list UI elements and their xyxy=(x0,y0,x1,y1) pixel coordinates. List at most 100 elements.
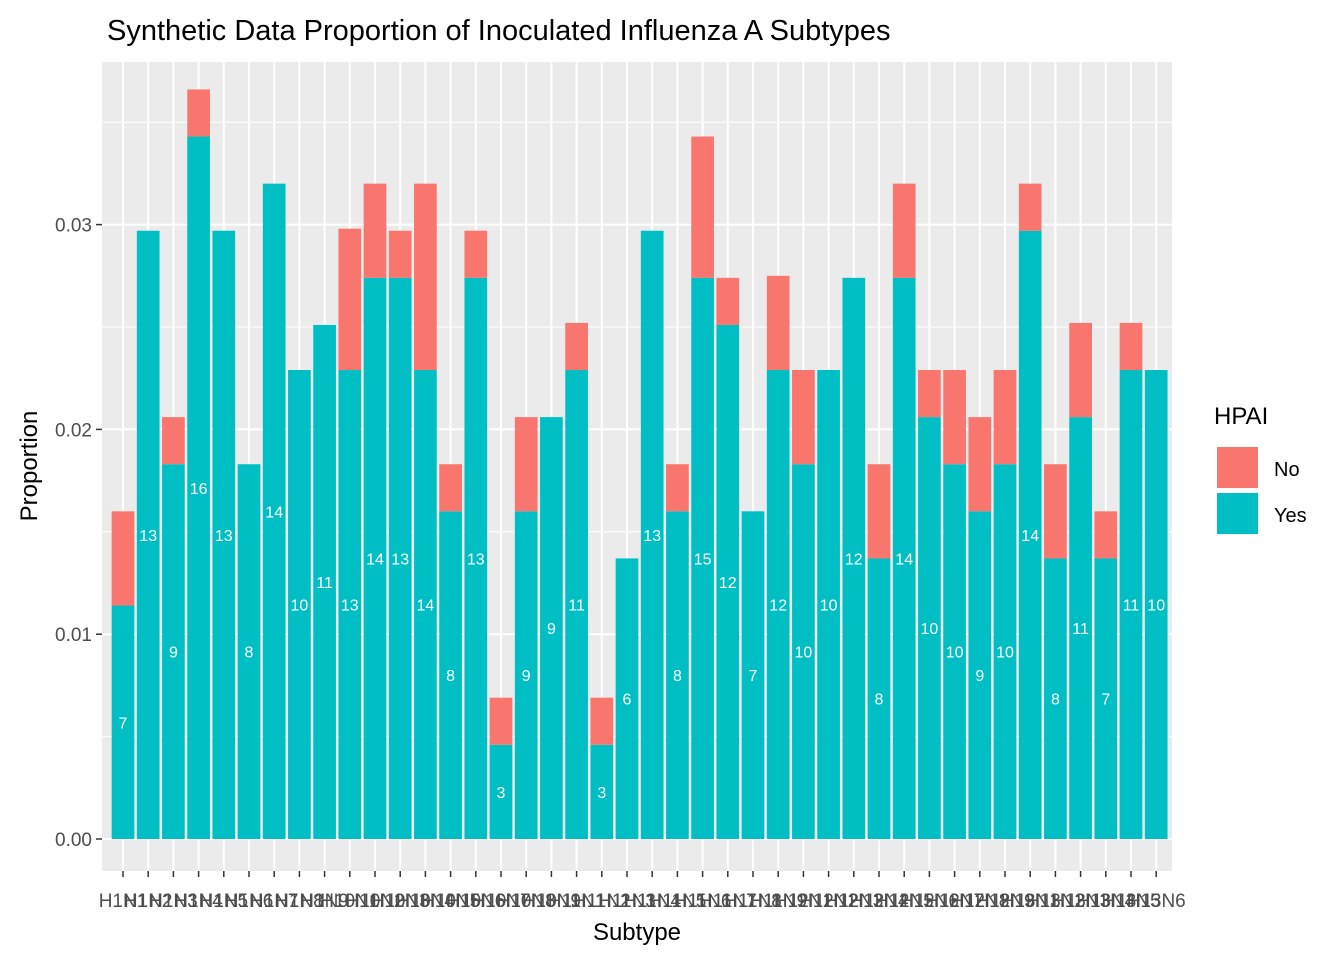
bar-yes-h10n3 xyxy=(388,277,412,839)
chart-title: Synthetic Data Proportion of Inoculated … xyxy=(107,15,891,47)
bar-count-label: 6 xyxy=(623,692,632,709)
x-tick-label: H11N5 xyxy=(649,891,707,912)
bar-no-h10n3 xyxy=(388,230,412,278)
bar-yes-h1n6 xyxy=(237,464,261,839)
bar-yes-h10n2 xyxy=(363,277,387,839)
x-axis: H1N1H1N2H1N3H1N4H1N5H1N6H1N7H1N8H1N9H10N… xyxy=(99,871,1186,912)
bar-count-label: 11 xyxy=(1072,621,1089,638)
bar-yes-h10n8 xyxy=(514,511,538,839)
bar-no-h12n1 xyxy=(792,370,815,465)
bar-no-h11n1 xyxy=(565,322,588,371)
y-axis-title: Proportion xyxy=(16,411,43,522)
bar-count-label: 13 xyxy=(467,551,485,568)
x-tick-label: H11N3 xyxy=(598,891,656,912)
x-tick-label: H1N5 xyxy=(200,891,249,912)
bar-yes-h11n1 xyxy=(565,370,588,839)
x-tick-label: H11N8 xyxy=(724,891,782,912)
bar-no-h11n9 xyxy=(766,275,790,371)
bar-count-label: 10 xyxy=(291,598,309,615)
bar-yes-h11n3 xyxy=(615,558,639,839)
legend-key-no xyxy=(1215,445,1260,490)
bar-yes-h13n5 xyxy=(1119,370,1143,839)
x-axis-title: Subtype xyxy=(593,919,681,946)
bar-yes-h1n2 xyxy=(136,230,160,839)
x-tick-label: H11N7 xyxy=(699,891,757,912)
bar-yes-h10n9 xyxy=(540,417,563,839)
bar-yes-h12n5 xyxy=(892,277,916,839)
bar-count-label: 13 xyxy=(341,598,359,615)
bar-count-label: 12 xyxy=(719,575,737,592)
legend-label-no: No xyxy=(1274,459,1300,481)
x-tick-label: H1N2 xyxy=(124,891,173,912)
x-tick-label: H11N9 xyxy=(749,891,807,912)
bar-count-label: 13 xyxy=(391,551,409,568)
bar-yes-h12n4 xyxy=(867,558,891,839)
bar-yes-h1n9 xyxy=(313,324,336,839)
bar-count-label: 10 xyxy=(1147,598,1165,615)
bar-count-label: 16 xyxy=(190,481,208,498)
bar-no-h10n7 xyxy=(489,697,513,745)
x-tick-label: H12N3 xyxy=(824,891,883,912)
y-tick-label: 0.00 xyxy=(55,830,92,851)
bar-no-h11n2 xyxy=(590,697,614,745)
x-tick-label: H12N7 xyxy=(925,891,984,912)
bar-count-label: 8 xyxy=(245,645,254,662)
bar-no-h10n8 xyxy=(514,417,538,512)
bar-count-label: 9 xyxy=(975,668,984,685)
bar-yes-h12n2 xyxy=(817,370,840,839)
bar-yes-h12n1 xyxy=(792,464,815,839)
x-tick-label: H10N4 xyxy=(396,891,456,912)
x-tick-label: H12N4 xyxy=(849,891,909,912)
bar-count-label: 15 xyxy=(694,551,712,568)
x-tick-label: H10N2 xyxy=(345,891,404,912)
bar-no-h11n7 xyxy=(716,277,740,325)
bar-no-h1n3 xyxy=(162,417,185,465)
bar-no-h12n6 xyxy=(918,370,941,418)
bar-count-label: 9 xyxy=(169,645,178,662)
bar-count-label: 9 xyxy=(522,668,531,685)
bar-count-label: 9 xyxy=(547,621,556,638)
bar-no-h10n2 xyxy=(363,183,387,278)
bar-yes-h11n4 xyxy=(640,230,664,839)
bar-no-h10n1 xyxy=(338,228,362,371)
bar-yes-h1n5 xyxy=(212,230,236,839)
bar-yes-h1n3 xyxy=(162,464,185,839)
bar-count-label: 14 xyxy=(366,551,384,568)
x-tick-label: H10N6 xyxy=(446,891,505,912)
bar-yes-h12n9 xyxy=(993,464,1017,839)
bar-yes-h11n7 xyxy=(716,324,740,839)
x-tick-label: H10N5 xyxy=(421,891,480,912)
bar-yes-h12n6 xyxy=(918,417,941,839)
bar-count-label: 7 xyxy=(119,715,128,732)
bar-count-label: 10 xyxy=(820,598,838,615)
x-tick-label: H13N5 xyxy=(1101,891,1160,912)
bar-yes-h13n6 xyxy=(1144,370,1168,839)
bar-no-h10n4 xyxy=(414,183,437,371)
bar-no-h10n5 xyxy=(439,464,462,512)
bar-no-h13n5 xyxy=(1119,322,1143,371)
bar-count-label: 14 xyxy=(1021,528,1039,545)
x-tick-label: H11N6 xyxy=(674,891,732,912)
bar-yes-h10n4 xyxy=(414,370,437,839)
bar-no-h11n5 xyxy=(666,464,689,512)
bar-yes-h12n8 xyxy=(968,511,992,839)
x-tick-label: H1N4 xyxy=(174,891,223,912)
y-tick-label: 0.01 xyxy=(55,625,92,646)
x-tick-label: H1N8 xyxy=(275,891,324,912)
bars xyxy=(111,89,1168,839)
y-axis: 0.00 0.01 0.02 0.03 xyxy=(55,216,102,851)
x-tick-label: H12N8 xyxy=(950,891,1009,912)
bar-count-label: 8 xyxy=(1051,692,1060,709)
x-tick-label: H13N6 xyxy=(1127,891,1186,912)
bar-no-h12n4 xyxy=(867,464,891,559)
bar-count-label: 12 xyxy=(845,551,863,568)
bar-count-label: 3 xyxy=(497,785,506,802)
bar-count-labels: 7 13 9 16 13 8 14 10 11 13 14 13 14 8 13 3 9 9 11 3 6 13 8 15 12… xyxy=(119,481,1166,802)
bar-no-h1n1 xyxy=(111,511,135,606)
x-tick-label: H12N2 xyxy=(799,891,858,912)
bar-yes-h13n4 xyxy=(1094,558,1118,839)
y-tick-label: 0.02 xyxy=(55,420,92,441)
x-tick-label: H1N7 xyxy=(250,891,299,912)
x-tick-label: H1N3 xyxy=(149,891,198,912)
